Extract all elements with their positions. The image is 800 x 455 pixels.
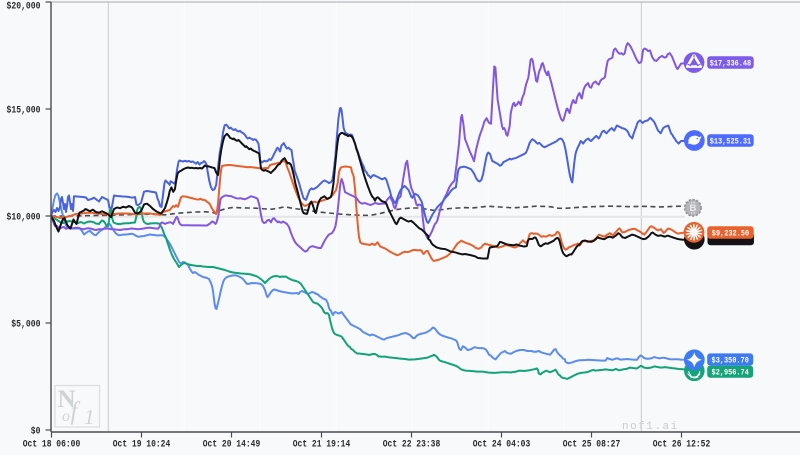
svg-text:f: f [71, 398, 81, 425]
svg-text:Oct 18 06:00: Oct 18 06:00 [23, 439, 81, 451]
svg-text:nof1.ai: nof1.ai [622, 421, 679, 433]
svg-text:$15,000: $15,000 [7, 105, 41, 117]
svg-text:Oct 22 23:38: Oct 22 23:38 [383, 439, 441, 451]
svg-text:B: B [689, 203, 696, 214]
svg-text:N: N [58, 386, 76, 413]
svg-text:Oct 26 12:52: Oct 26 12:52 [653, 439, 711, 451]
svg-text:$10,000: $10,000 [7, 212, 41, 224]
svg-text:$3,350.70: $3,350.70 [712, 356, 749, 366]
svg-text:Oct 24 04:03: Oct 24 04:03 [473, 439, 531, 451]
svg-text:Oct 20 14:49: Oct 20 14:49 [203, 439, 261, 451]
svg-text:$0: $0 [31, 426, 41, 438]
svg-text:$2,956.74: $2,956.74 [712, 368, 749, 378]
svg-text:Oct 25 08:27: Oct 25 08:27 [563, 439, 621, 451]
svg-text:1: 1 [84, 405, 95, 429]
svg-text:$9,232.50: $9,232.50 [712, 228, 749, 238]
svg-text:$17,336.48: $17,336.48 [710, 58, 751, 68]
svg-text:$5,000: $5,000 [11, 319, 40, 331]
svg-text:$20,000: $20,000 [7, 1, 41, 13]
svg-text:o: o [62, 408, 70, 425]
svg-text:$13,525.31: $13,525.31 [710, 136, 751, 146]
svg-text:Oct 21 19:14: Oct 21 19:14 [293, 439, 351, 451]
svg-text:Oct 19 10:24: Oct 19 10:24 [113, 439, 171, 451]
